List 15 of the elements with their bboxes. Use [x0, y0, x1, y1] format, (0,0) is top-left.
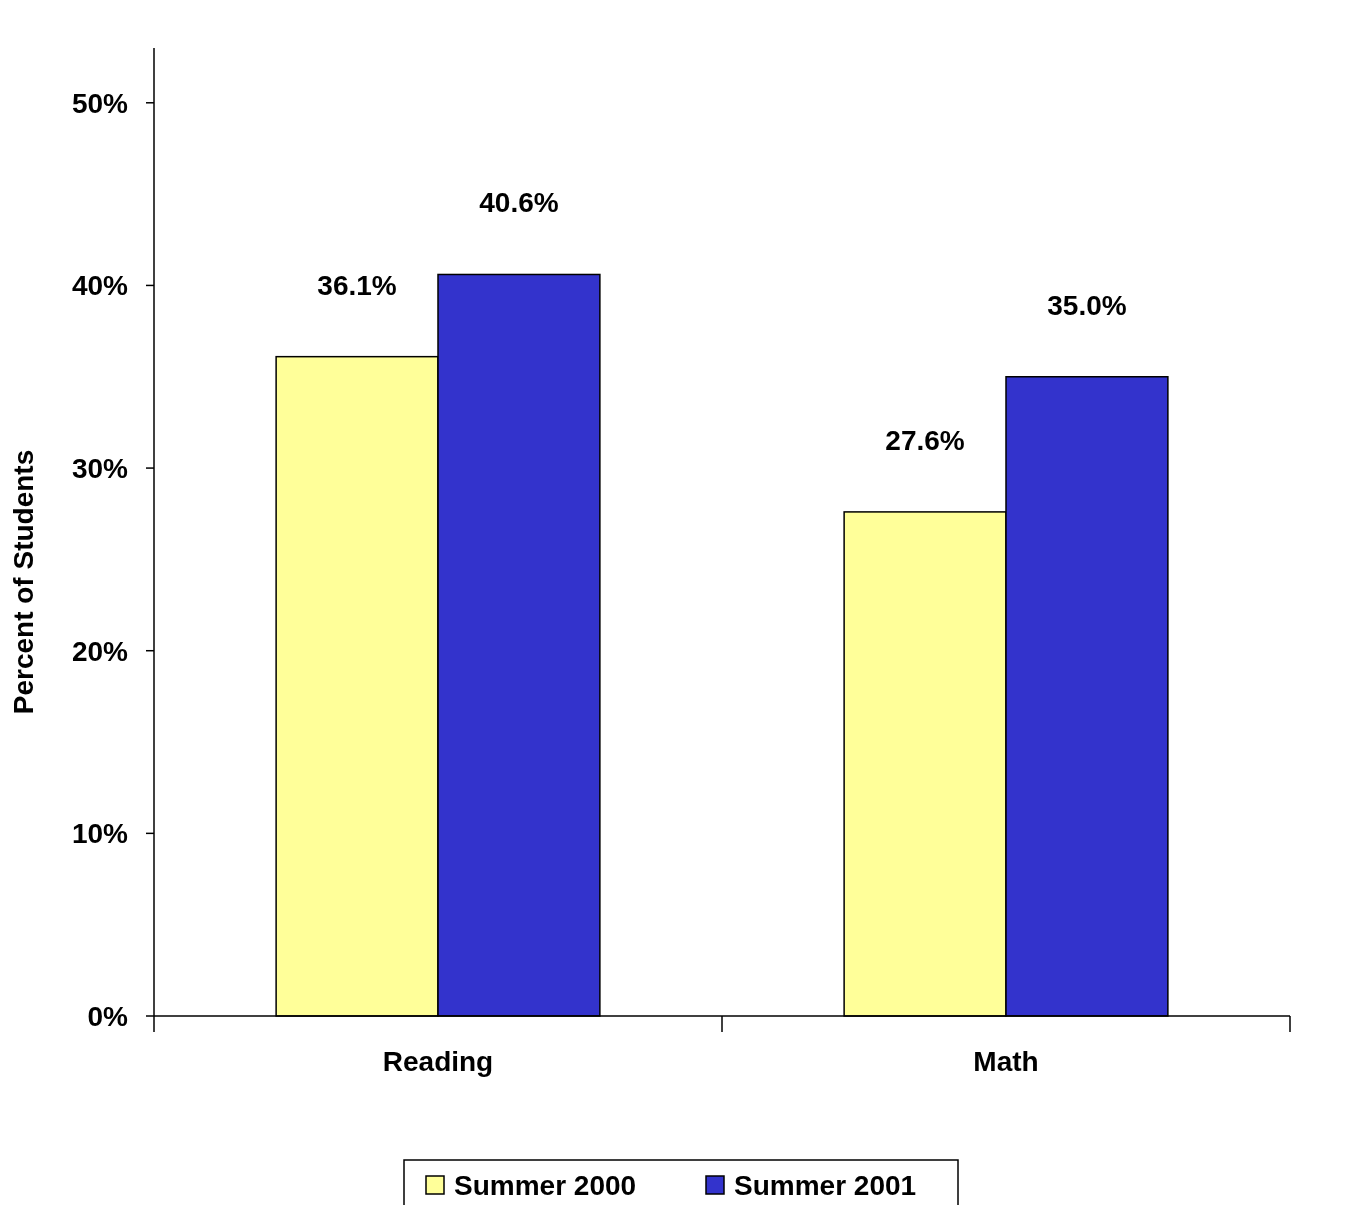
data-label: 35.0%: [1047, 289, 1127, 321]
y-tick-label: 50%: [71, 87, 129, 119]
x-tick-label: Reading: [382, 1046, 494, 1077]
y-axis-title: Percent of Students: [8, 449, 39, 715]
legend-label: Summer 2001: [734, 1169, 917, 1201]
legend-label: Summer 2000: [454, 1169, 637, 1201]
y-tick-label: 30%: [71, 452, 129, 484]
y-tick-label: 0%: [87, 1000, 129, 1032]
y-tick-label: 10%: [71, 818, 129, 850]
x-tick-label: Math: [973, 1046, 1039, 1077]
data-label: 27.6%: [885, 424, 965, 456]
data-label: 36.1%: [317, 269, 397, 301]
y-tick-label: 40%: [71, 270, 129, 302]
data-label: 40.6%: [479, 187, 559, 219]
y-tick-label: 20%: [71, 635, 129, 667]
